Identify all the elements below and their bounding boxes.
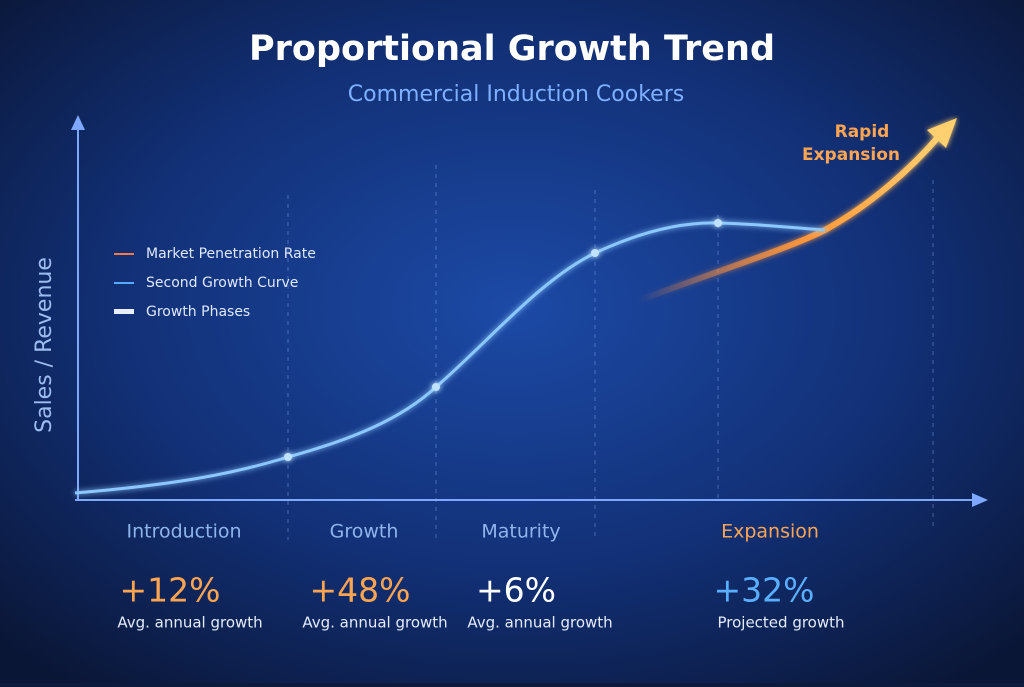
- subtitle: Commercial Induction Cookers: [348, 82, 684, 107]
- legend-label: Second Growth Curve: [146, 275, 298, 291]
- phase-value: +48%: [310, 571, 411, 610]
- legend-swatch: [114, 309, 134, 314]
- phase-name: Growth: [330, 521, 399, 543]
- legend: Market Penetration Rate Second Growth Cu…: [114, 246, 316, 320]
- phase-value: +6%: [476, 571, 556, 610]
- phase-name: Expansion: [721, 521, 819, 543]
- phase-caption: Avg. annual growth: [117, 614, 262, 632]
- annotation: Expansion: [802, 145, 900, 165]
- phase-value: +32%: [714, 571, 815, 610]
- phase-value: +12%: [120, 571, 221, 610]
- legend-label: Growth Phases: [146, 304, 250, 320]
- legend-label: Market Penetration Rate: [146, 246, 316, 262]
- phase-caption: Projected growth: [717, 614, 844, 632]
- axes: [71, 115, 988, 507]
- phase-name: Introduction: [126, 521, 241, 543]
- expansion-arrow: [927, 118, 957, 148]
- phase-dividers: [287, 165, 934, 540]
- curve-points: [284, 219, 722, 461]
- phases: Introduction +12% Avg. annual growth Growth…: [117, 521, 844, 632]
- phase-name: Maturity: [481, 521, 560, 543]
- title: Proportional Growth Trend: [249, 29, 775, 69]
- y-axis-label: Sales / Revenue: [32, 257, 57, 433]
- annotation: Rapid: [835, 122, 890, 142]
- phase-caption: Avg. annual growth: [302, 614, 447, 632]
- phase-caption: Avg. annual growth: [467, 614, 612, 632]
